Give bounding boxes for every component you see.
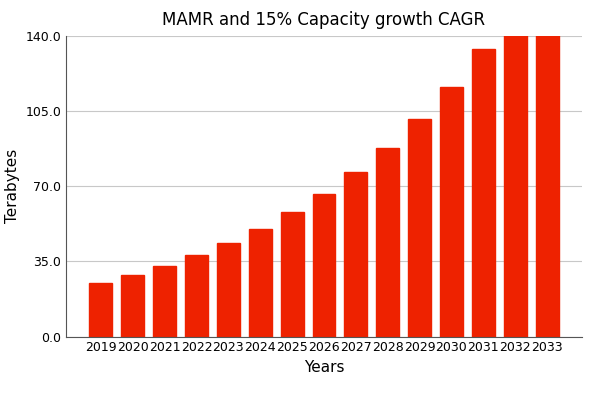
Bar bbox=[376, 148, 399, 337]
Y-axis label: Terabytes: Terabytes bbox=[5, 149, 20, 223]
Bar bbox=[536, 0, 559, 337]
Title: MAMR and 15% Capacity growth CAGR: MAMR and 15% Capacity growth CAGR bbox=[163, 11, 485, 29]
Bar bbox=[249, 228, 272, 337]
Bar bbox=[185, 255, 208, 337]
Bar bbox=[504, 6, 527, 337]
Bar bbox=[408, 119, 431, 337]
Bar bbox=[89, 283, 112, 337]
Bar bbox=[217, 243, 240, 337]
Bar bbox=[121, 275, 144, 337]
X-axis label: Years: Years bbox=[304, 360, 344, 375]
Bar bbox=[344, 172, 367, 337]
Bar bbox=[472, 49, 495, 337]
Bar bbox=[281, 212, 304, 337]
Bar bbox=[440, 87, 463, 337]
Bar bbox=[313, 194, 335, 337]
Bar bbox=[153, 266, 176, 337]
